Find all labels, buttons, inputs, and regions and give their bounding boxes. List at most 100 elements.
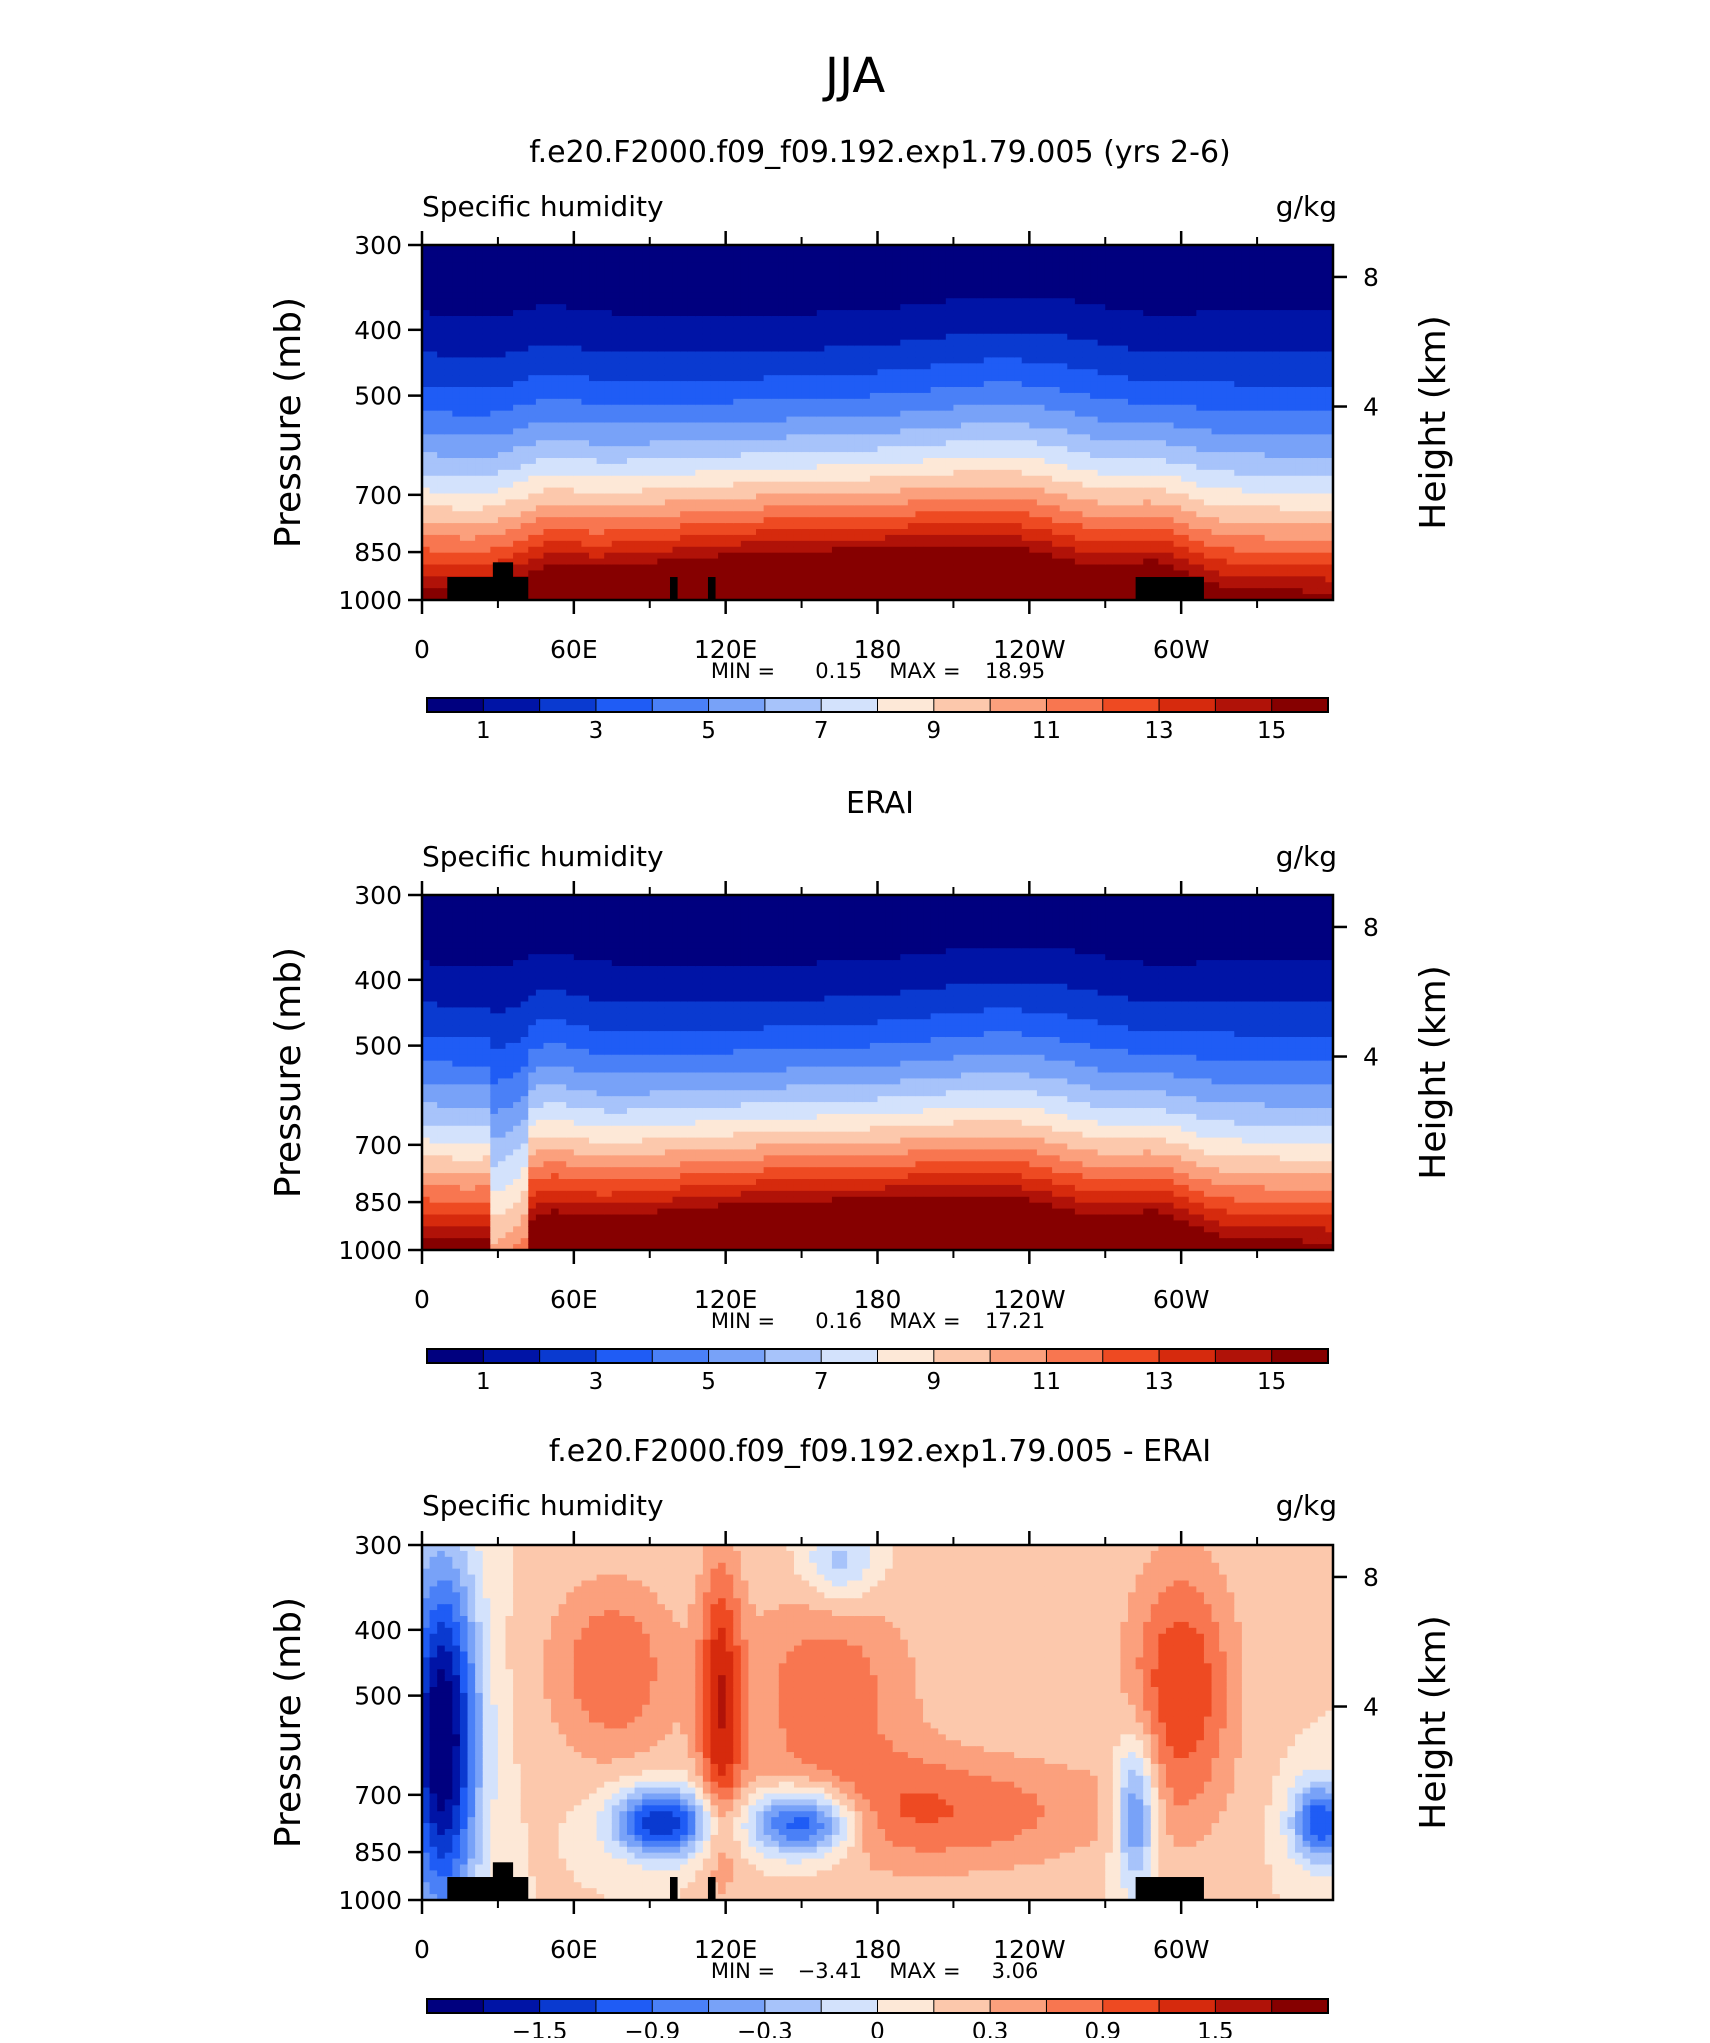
field-cell bbox=[831, 369, 841, 376]
field-cell bbox=[953, 469, 962, 477]
field-cell bbox=[475, 304, 484, 311]
field-cell bbox=[581, 292, 590, 299]
field-cell bbox=[505, 274, 514, 282]
field-cell bbox=[1021, 534, 1030, 542]
field-cell bbox=[900, 387, 909, 394]
field-cell bbox=[907, 268, 917, 276]
field-cell bbox=[740, 481, 750, 489]
field-cell bbox=[573, 517, 583, 524]
field-cell bbox=[505, 487, 514, 495]
field-cell bbox=[824, 517, 833, 524]
field-cell bbox=[1006, 286, 1015, 293]
field-cell bbox=[930, 540, 939, 548]
field-cell bbox=[907, 523, 917, 530]
field-cell bbox=[437, 469, 446, 477]
field-cell bbox=[626, 345, 636, 353]
field-cell bbox=[869, 333, 879, 341]
field-cell bbox=[968, 298, 977, 305]
field-cell bbox=[740, 351, 750, 359]
field-cell bbox=[900, 375, 909, 382]
field-cell bbox=[854, 487, 863, 495]
field-cell bbox=[733, 463, 742, 471]
field-cell bbox=[998, 262, 1008, 270]
field-cell bbox=[961, 582, 970, 589]
field-cell bbox=[619, 511, 628, 518]
field-cell bbox=[847, 487, 856, 495]
field-cell bbox=[444, 422, 453, 430]
field-cell bbox=[459, 440, 469, 447]
field-cell bbox=[482, 475, 491, 483]
field-cell bbox=[998, 517, 1008, 524]
field-cell bbox=[452, 546, 461, 554]
field-cell bbox=[528, 540, 537, 548]
field-cell bbox=[862, 511, 871, 518]
field-cell bbox=[482, 523, 491, 530]
field-cell bbox=[672, 387, 681, 394]
field-cell bbox=[528, 558, 537, 566]
field-cell bbox=[459, 316, 469, 323]
field-cell bbox=[771, 517, 780, 524]
field-cell bbox=[923, 339, 932, 347]
field-cell bbox=[573, 446, 583, 453]
field-cell bbox=[892, 475, 901, 483]
field-cell bbox=[604, 475, 613, 483]
field-cell bbox=[581, 529, 590, 536]
field-cell bbox=[520, 304, 529, 311]
field-cell bbox=[930, 321, 939, 329]
field-cell bbox=[596, 517, 605, 524]
field-cell bbox=[854, 250, 863, 258]
field-cell bbox=[945, 475, 955, 483]
field-cell bbox=[695, 316, 704, 323]
field-cell bbox=[725, 381, 734, 388]
field-cell bbox=[793, 511, 803, 518]
field-cell bbox=[953, 552, 962, 560]
field-cell bbox=[596, 558, 605, 566]
field-cell bbox=[452, 434, 461, 441]
field-cell bbox=[877, 493, 886, 501]
field-cell bbox=[475, 256, 484, 264]
field-cell bbox=[961, 245, 970, 252]
field-cell bbox=[998, 381, 1008, 388]
field-cell bbox=[771, 298, 780, 305]
field-cell bbox=[900, 333, 909, 341]
field-cell bbox=[991, 582, 1000, 589]
field-cell bbox=[945, 369, 955, 376]
field-cell bbox=[551, 540, 560, 548]
field-cell bbox=[748, 357, 757, 364]
field-cell bbox=[1044, 262, 1053, 270]
field-cell bbox=[520, 398, 529, 406]
field-cell bbox=[930, 375, 939, 382]
field-cell bbox=[991, 540, 1000, 548]
field-cell bbox=[695, 487, 704, 495]
field-cell bbox=[945, 576, 955, 583]
field-cell bbox=[778, 487, 787, 495]
field-cell bbox=[733, 475, 742, 483]
field-cell bbox=[520, 286, 529, 293]
field-cell bbox=[976, 540, 985, 548]
field-cell bbox=[710, 523, 719, 530]
field-cell bbox=[839, 363, 848, 370]
field-cell bbox=[528, 523, 537, 530]
field-cell bbox=[687, 416, 696, 424]
field-cell bbox=[892, 540, 901, 548]
field-cell bbox=[892, 333, 901, 341]
field-cell bbox=[824, 564, 833, 572]
field-cell bbox=[756, 387, 765, 394]
field-cell bbox=[475, 546, 484, 554]
field-cell bbox=[482, 446, 491, 453]
field-cell bbox=[961, 434, 970, 441]
field-cell bbox=[945, 540, 955, 548]
field-cell bbox=[520, 292, 529, 299]
field-cell bbox=[581, 440, 590, 447]
field-cell bbox=[664, 475, 674, 483]
field-cell bbox=[778, 475, 787, 483]
field-cell bbox=[680, 298, 689, 305]
field-cell bbox=[831, 316, 841, 323]
field-cell bbox=[657, 375, 666, 382]
field-cell bbox=[437, 499, 446, 506]
field-cell bbox=[945, 351, 955, 359]
field-cell bbox=[725, 552, 734, 560]
field-cell bbox=[437, 552, 446, 560]
field-cell bbox=[589, 262, 598, 270]
field-cell bbox=[998, 558, 1008, 566]
